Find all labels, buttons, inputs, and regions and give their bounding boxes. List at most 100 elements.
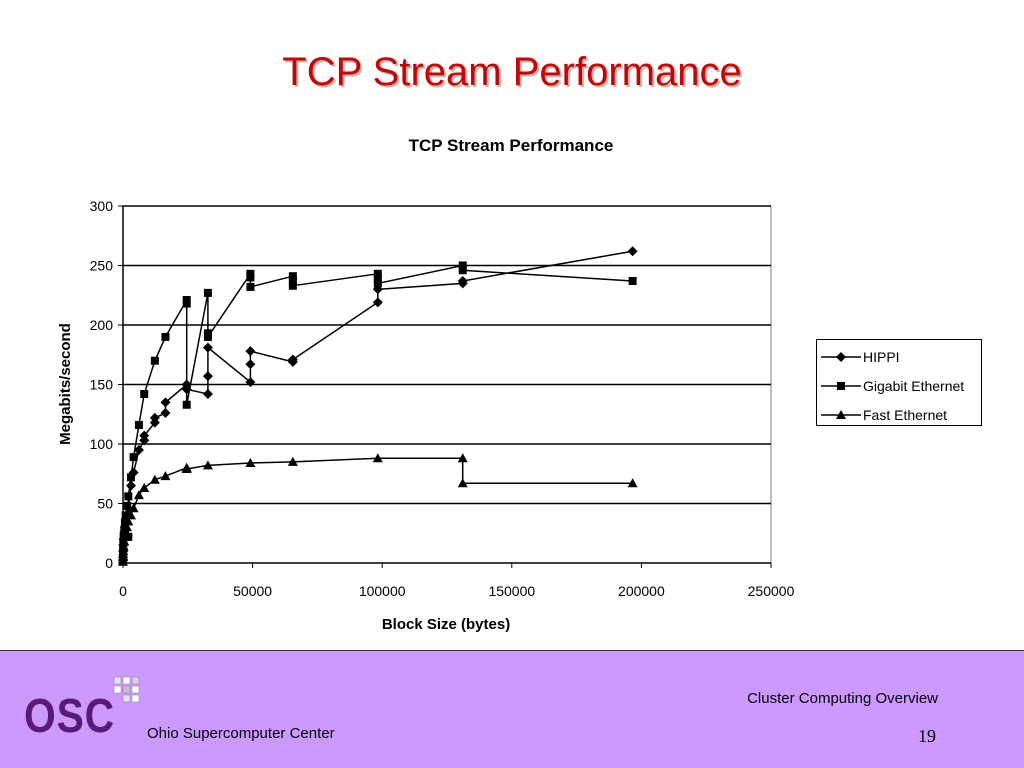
data-point (119, 536, 130, 546)
y-tick-label: 150 (90, 377, 114, 393)
x-axis: 0 50000 100000 150000 200000 250000 (119, 562, 795, 599)
legend-label-hippi: HIPPI (863, 349, 900, 365)
legend-item-gigabit-ethernet: Gigabit Ethernet (817, 375, 981, 395)
gridlines (123, 205, 771, 505)
data-point (202, 460, 213, 470)
data-point (628, 276, 637, 285)
data-point (133, 444, 144, 455)
footer-topic: Cluster Computing Overview (747, 690, 938, 707)
diamond-marker-icon (821, 352, 861, 362)
data-point (128, 503, 139, 513)
data-point (627, 246, 638, 257)
triangle-marker-icon (821, 410, 861, 419)
data-point (458, 261, 467, 270)
data-point (125, 510, 136, 520)
data-point (203, 288, 212, 297)
data-point (246, 282, 255, 291)
series-layer (118, 246, 638, 566)
data-point (288, 276, 297, 285)
data-point (134, 420, 143, 429)
data-point (288, 272, 297, 281)
data-point (246, 273, 255, 282)
data-point (287, 456, 298, 466)
data-point (118, 541, 129, 551)
series-fast-ethernet (118, 453, 638, 566)
data-point (288, 281, 297, 290)
data-point (160, 397, 171, 408)
data-point (202, 371, 213, 382)
data-point (245, 458, 256, 468)
data-point (124, 532, 133, 541)
logo-squares-icon (113, 676, 140, 703)
legend-label-fast-ethernet: Fast Ethernet (863, 407, 948, 423)
data-point (182, 299, 191, 308)
slide-title: TCP Stream Performance (282, 50, 742, 94)
data-point (245, 346, 256, 357)
data-point (457, 275, 468, 286)
data-point (372, 297, 383, 308)
x-tick-label: 100000 (359, 583, 406, 599)
osc-logo: OSC (24, 690, 115, 743)
data-point (202, 389, 213, 400)
data-point (139, 483, 150, 493)
legend-label-gigabit-ethernet: Gigabit Ethernet (863, 378, 965, 394)
chart-legend: HIPPI Gigabit Ethernet Fast Ethernet (816, 339, 982, 426)
chart-title: TCP Stream Performance (409, 136, 614, 155)
data-point (120, 527, 131, 537)
footer-bar: OSC Ohio Supercomputer Center Cluster Co… (0, 650, 1024, 768)
data-point (118, 546, 129, 556)
data-point (373, 274, 382, 283)
x-tick-label: 250000 (748, 583, 795, 599)
data-point (160, 471, 171, 481)
data-point (627, 478, 638, 488)
data-point (140, 390, 149, 399)
data-point (372, 453, 383, 463)
data-point (123, 516, 134, 526)
data-point (458, 266, 467, 275)
x-tick-label: 0 (119, 583, 127, 599)
legend-item-hippi: HIPPI (817, 346, 981, 366)
tcp-stream-chart: TCP Stream Performance 0 50 100 150 200 250 30… (57, 136, 795, 633)
organization-name: Ohio Supercomputer Center (147, 725, 335, 742)
data-point (122, 501, 131, 510)
page-number: 19 (918, 726, 936, 746)
data-point (121, 522, 132, 532)
data-point (373, 269, 382, 278)
x-axis-label: Block Size (bytes) (382, 616, 510, 633)
data-point (182, 400, 191, 409)
y-tick-label: 100 (90, 436, 114, 452)
data-point (149, 412, 160, 423)
data-point (119, 531, 130, 541)
data-point (124, 492, 133, 501)
y-tick-label: 200 (90, 317, 114, 333)
data-point (457, 478, 468, 488)
data-point (287, 354, 298, 365)
data-point (139, 430, 150, 441)
data-point (245, 359, 256, 370)
legend-item-fast-ethernet: Fast Ethernet (817, 404, 981, 424)
data-point (150, 356, 159, 365)
x-tick-label: 50000 (233, 583, 272, 599)
data-point (133, 490, 144, 500)
y-axis: 0 50 100 150 200 250 300 (90, 198, 124, 571)
data-point (160, 408, 171, 419)
data-point (149, 474, 160, 484)
data-point (161, 332, 170, 341)
y-tick-label: 250 (90, 258, 114, 274)
y-tick-label: 50 (97, 496, 113, 512)
data-point (457, 453, 468, 463)
data-point (245, 377, 256, 388)
x-tick-label: 200000 (618, 583, 665, 599)
data-point (118, 550, 129, 560)
data-point (373, 279, 382, 288)
data-point (129, 453, 138, 462)
data-point (203, 332, 212, 341)
y-axis-label: Megabits/second (57, 323, 74, 445)
data-point (125, 480, 136, 491)
y-tick-label: 0 (105, 555, 113, 571)
data-point (126, 473, 135, 482)
data-point (181, 463, 192, 473)
square-marker-icon (821, 382, 861, 390)
data-point (202, 342, 213, 353)
data-point (121, 511, 130, 520)
